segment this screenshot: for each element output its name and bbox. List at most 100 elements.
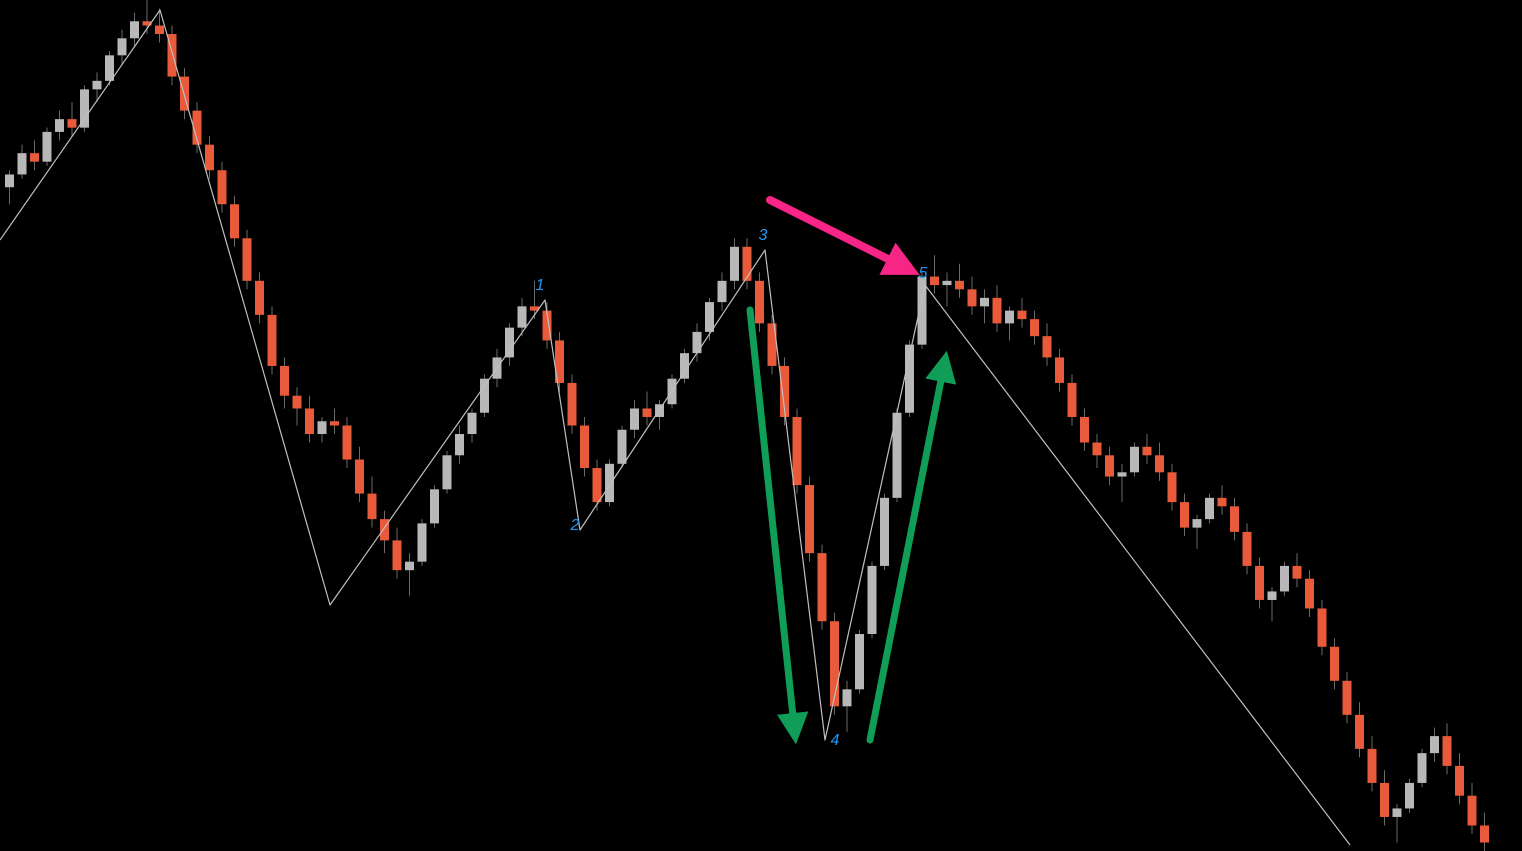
candle-bull <box>843 689 852 706</box>
candle-bull <box>855 634 864 689</box>
candle-bull <box>430 489 439 523</box>
candle-bear <box>155 26 164 35</box>
candle-bear <box>1468 796 1477 826</box>
candle-bear <box>1443 736 1452 766</box>
candle-bear <box>818 553 827 621</box>
candle-bear <box>205 145 214 171</box>
candle-bull <box>5 174 14 187</box>
candle-bear <box>243 238 252 281</box>
candle-bear <box>1230 506 1239 532</box>
candle-bear <box>1455 766 1464 796</box>
candle-bear <box>218 170 227 204</box>
candle-bull <box>880 498 889 566</box>
candle-bear <box>1318 608 1327 646</box>
candle-bear <box>1305 579 1314 609</box>
candle-bear <box>1218 498 1227 507</box>
candle-bull <box>55 119 64 132</box>
candle-bull <box>1130 447 1139 473</box>
candle-bear <box>30 153 39 162</box>
candle-bear <box>1368 749 1377 783</box>
candle-bear <box>1380 783 1389 817</box>
candle-bear <box>1043 336 1052 357</box>
candle-bull <box>455 434 464 455</box>
candle-bear <box>1355 715 1364 749</box>
candle-bear <box>568 383 577 426</box>
wave-label-1: 1 <box>536 277 545 294</box>
candle-bear <box>230 204 239 238</box>
candle-bear <box>355 460 364 494</box>
candle-bear <box>793 417 802 485</box>
candle-bear <box>305 408 314 434</box>
candle-bear <box>1055 357 1064 383</box>
candle-bear <box>805 485 814 553</box>
candle-bull <box>1430 736 1439 753</box>
candle-bear <box>293 396 302 409</box>
candle-bull <box>80 89 89 127</box>
candle-bear <box>830 621 839 706</box>
candle-bear <box>280 366 289 396</box>
candle-bull <box>1280 566 1289 592</box>
candle-bull <box>980 298 989 307</box>
candle-bull <box>718 281 727 302</box>
candle-bear <box>1168 472 1177 502</box>
candle-bear <box>955 281 964 290</box>
candle-bull <box>630 408 639 429</box>
candle-bear <box>580 426 589 469</box>
candle-bull <box>1005 311 1014 324</box>
candle-bear <box>593 468 602 502</box>
candle-bull <box>730 247 739 281</box>
candle-bull <box>318 421 327 434</box>
candle-bear <box>343 426 352 460</box>
candle-bear <box>68 119 77 128</box>
candle-bear <box>755 281 764 324</box>
candle-bull <box>693 332 702 353</box>
candle-bull <box>1405 783 1414 809</box>
candle-bull <box>868 566 877 634</box>
candle-bull <box>1393 808 1402 817</box>
candle-bear <box>1143 447 1152 456</box>
candle-bull <box>418 523 427 561</box>
candle-bear <box>1018 311 1027 320</box>
candle-bull <box>518 306 527 327</box>
candle-bear <box>1255 566 1264 600</box>
candle-bull <box>1268 591 1277 600</box>
candle-bull <box>443 455 452 489</box>
wave-label-2: 2 <box>570 517 580 534</box>
candle-bull <box>680 353 689 379</box>
wave-label-4: 4 <box>831 732 840 749</box>
candle-bear <box>1030 319 1039 336</box>
candle-bull <box>1118 472 1127 476</box>
candle-bull <box>130 21 139 38</box>
candle-bear <box>743 247 752 281</box>
candle-bull <box>93 81 102 90</box>
candle-bear <box>1068 383 1077 417</box>
candle-bear <box>1180 502 1189 528</box>
candle-bull <box>505 328 514 358</box>
candle-bear <box>255 281 264 315</box>
candle-bear <box>1105 455 1114 476</box>
wave-label-3: 3 <box>759 227 768 244</box>
candle-bear <box>1093 443 1102 456</box>
candle-bear <box>393 540 402 570</box>
candle-bear <box>1243 532 1252 566</box>
candle-bear <box>1155 455 1164 472</box>
candle-bear <box>1330 647 1339 681</box>
candle-bull <box>1418 753 1427 783</box>
candle-bear <box>368 494 377 520</box>
candle-bull <box>18 153 27 174</box>
candle-bull <box>480 379 489 413</box>
candle-bear <box>1293 566 1302 579</box>
candle-bear <box>1480 825 1489 842</box>
candle-bull <box>605 464 614 502</box>
candle-bull <box>405 562 414 571</box>
candlestick-chart: 12345 <box>0 0 1522 851</box>
candle-bull <box>943 281 952 285</box>
candle-bull <box>118 38 127 55</box>
candle-bull <box>43 132 52 162</box>
candle-bear <box>930 277 939 286</box>
candle-bear <box>268 315 277 366</box>
candle-bear <box>993 298 1002 324</box>
candle-bear <box>330 421 339 425</box>
candle-bear <box>643 408 652 417</box>
candle-bear <box>1343 681 1352 715</box>
